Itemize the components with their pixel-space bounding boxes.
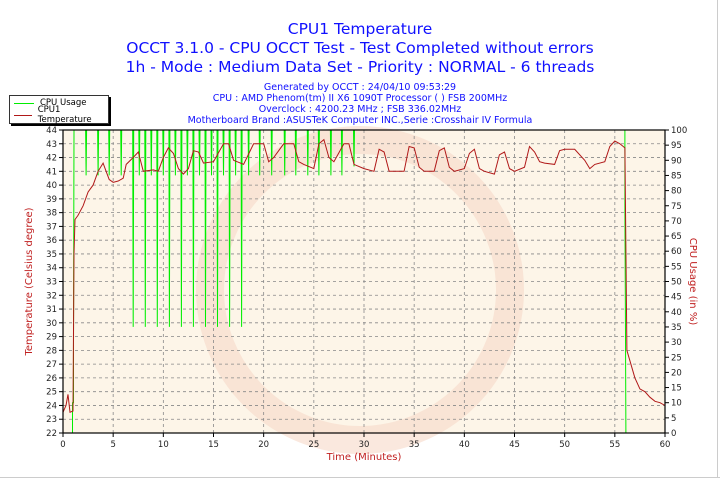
y-tick-label: 23: [46, 415, 57, 425]
y2-tick-label: 35: [671, 323, 682, 333]
x-tick-label: 35: [409, 440, 420, 450]
y2-tick-label: 60: [671, 247, 682, 257]
y2-tick-label: 100: [671, 126, 687, 136]
y2-tick-label: 45: [671, 293, 682, 303]
y2-tick-label: 80: [671, 187, 682, 197]
y2-axis-label: CPU Usage (in %): [687, 238, 698, 326]
legend-label: CPU Usage: [40, 98, 87, 108]
y-tick-label: 38: [46, 209, 57, 219]
series-line-cpu1-temperature: [62, 138, 666, 414]
series-line-cpu-usage: [63, 129, 665, 434]
x-tick-label: 25: [308, 440, 319, 450]
x-tick-label: 10: [158, 440, 169, 450]
y-tick-label: 34: [46, 264, 57, 274]
x-tick-label: 60: [660, 440, 671, 450]
y-tick-label: 25: [46, 388, 57, 398]
legend-item-cpu-usage: CPU Usage: [14, 97, 86, 109]
y2-tick-label: 25: [671, 353, 682, 363]
legend-swatch-temperature: [14, 114, 32, 116]
y-tick-label: 29: [46, 333, 57, 343]
chart-title: CPU1 Temperature: [287, 20, 433, 38]
y2-tick-label: 90: [671, 156, 682, 166]
y-tick-label: 36: [46, 236, 57, 246]
y-tick-label: 26: [46, 374, 57, 384]
x-tick-label: 40: [459, 440, 470, 450]
x-tick-label: 5: [110, 440, 115, 450]
watermark-logo: [196, 126, 524, 454]
y-tick-label: 40: [46, 181, 57, 191]
x-tick-label: 45: [509, 440, 520, 450]
y-tick-label: 33: [46, 278, 57, 288]
y2-tick-label: 10: [671, 399, 682, 409]
legend-label: CPU1 Temperature: [37, 105, 92, 125]
chart-subtitle-mode: 1h - Mode : Medium Data Set - Priority :…: [125, 58, 595, 76]
y-tick-label: 39: [46, 195, 57, 205]
y-tick-label: 32: [46, 291, 57, 301]
y2-tick-label: 65: [671, 232, 682, 242]
x-tick-label: 55: [609, 440, 620, 450]
x-tick-label: 30: [359, 440, 370, 450]
legend-swatch-usage: [14, 102, 34, 104]
x-axis-label: Time (Minutes): [326, 452, 402, 463]
y-tick-label: 44: [46, 126, 57, 136]
x-tick-label: 50: [559, 440, 570, 450]
y2-tick-label: 20: [671, 368, 682, 378]
x-tick-label: 15: [208, 440, 219, 450]
info-cpu: CPU : AMD Phenom(tm) II X6 1090T Process…: [212, 93, 508, 104]
y2-tick-label: 15: [671, 384, 682, 394]
y-tick-label: 41: [46, 167, 57, 177]
legend-item-cpu1-temperature: CPU1 Temperature: [14, 105, 108, 125]
y-tick-label: 35: [46, 250, 57, 260]
y2-tick-label: 0: [671, 429, 676, 439]
y-tick-label: 30: [46, 319, 57, 329]
info-overclock: Overclock : 4200.23 MHz ; FSB 336.02MHz: [258, 104, 462, 115]
chart-subtitle-test: OCCT 3.1.0 - CPU OCCT Test - Test Comple…: [126, 39, 594, 57]
y-tick-label: 27: [46, 360, 57, 370]
y-tick-label: 31: [46, 305, 57, 315]
y2-tick-label: 70: [671, 217, 682, 227]
y-tick-label: 42: [46, 154, 57, 164]
y2-tick-label: 75: [671, 202, 682, 212]
y2-tick-label: 5: [671, 414, 676, 424]
legend: CPU Usage CPU1 Temperature: [9, 95, 109, 125]
y2-tick-label: 95: [671, 141, 682, 151]
y-tick-label: 28: [46, 346, 57, 356]
info-generated: Generated by OCCT : 24/04/10 09:53:29: [263, 82, 457, 93]
y2-tick-label: 85: [671, 171, 682, 181]
window-edge: [717, 0, 718, 478]
x-tick-label: 0: [60, 440, 65, 450]
window-edge-bottom: [0, 477, 720, 478]
y-tick-label: 43: [46, 140, 57, 150]
y2-tick-label: 30: [671, 338, 682, 348]
y-tick-label: 22: [46, 429, 57, 439]
y-tick-label: 37: [46, 222, 57, 232]
x-tick-label: 20: [258, 440, 269, 450]
y2-tick-label: 40: [671, 308, 682, 318]
y-axis-label: Temperature (Celsius degree): [24, 207, 35, 356]
y2-tick-label: 50: [671, 278, 682, 288]
y2-tick-label: 55: [671, 262, 682, 272]
y-tick-label: 24: [46, 401, 57, 411]
info-motherboard: Motherboard Brand :ASUSTeK Computer INC.…: [187, 115, 533, 126]
